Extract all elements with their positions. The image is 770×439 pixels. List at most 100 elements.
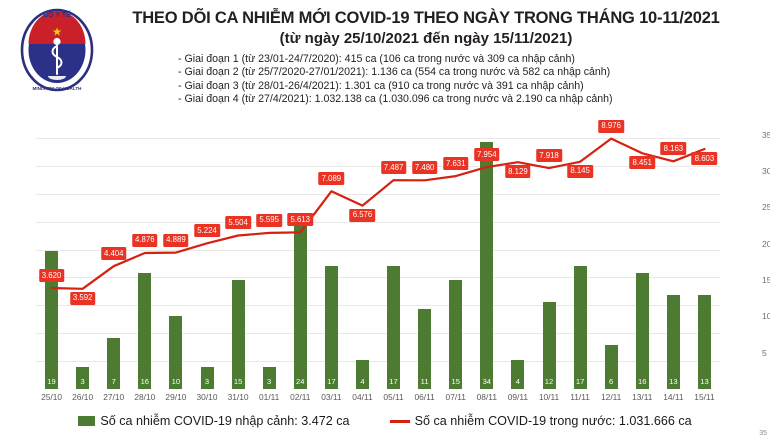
line-path bbox=[50, 137, 706, 290]
bar-value-label: 16 bbox=[140, 377, 150, 386]
bar[interactable]: 17 bbox=[387, 265, 401, 389]
line-value-label: 7.480 bbox=[411, 161, 438, 175]
slide-number: 35 bbox=[759, 430, 767, 437]
line-value-label: 4.404 bbox=[100, 247, 127, 261]
phase-line-4: - Giai đoạn 4 (từ 27/4/2021): 1.032.138 … bbox=[178, 93, 613, 106]
bar[interactable]: 3 bbox=[200, 367, 214, 389]
phase-summary-list: - Giai đoạn 1 (từ 23/01-24/7/2020): 415 … bbox=[178, 53, 756, 107]
phase-line-3: - Giai đoạn 3 (từ 28/01-26/4/2021): 1.30… bbox=[178, 79, 584, 92]
line-value-label: 3.592 bbox=[69, 291, 96, 305]
x-axis-tick: 13/11 bbox=[632, 392, 653, 402]
x-axis-tick: 03/11 bbox=[321, 392, 342, 402]
phase-line-1: - Giai đoạn 1 (từ 23/01-24/7/2020): 415 … bbox=[178, 53, 575, 65]
bar-value-label: 10 bbox=[171, 377, 181, 386]
line-value-label: 8.976 bbox=[598, 119, 624, 133]
bar[interactable]: 3 bbox=[262, 367, 276, 389]
bar[interactable]: 6 bbox=[604, 345, 618, 389]
gridline bbox=[36, 277, 720, 279]
bar[interactable]: 24 bbox=[293, 214, 307, 389]
line-value-label: 7.954 bbox=[474, 148, 500, 162]
bar-value-label: 24 bbox=[296, 377, 305, 386]
x-axis-tick: 25/10 bbox=[41, 392, 63, 402]
line-value-label: 8.129 bbox=[505, 165, 531, 179]
legend-item-imported: Số ca nhiễm COVID-19 nhập cảnh: 3.472 ca bbox=[78, 414, 350, 428]
bar[interactable]: 17 bbox=[324, 265, 338, 389]
line-value-label: 5.504 bbox=[225, 216, 251, 230]
y-axis-right-tick: 10 bbox=[762, 311, 770, 322]
bar-value-label: 13 bbox=[700, 377, 709, 386]
line-value-label: 7.089 bbox=[318, 172, 345, 186]
gridline bbox=[36, 333, 720, 335]
bar[interactable]: 34 bbox=[480, 142, 494, 389]
y-axis-right-tick: 5 bbox=[762, 347, 767, 358]
x-axis-tick: 02/11 bbox=[290, 392, 311, 402]
bar-value-label: 17 bbox=[327, 377, 336, 386]
bar[interactable]: 15 bbox=[449, 280, 463, 389]
bar-value-label: 17 bbox=[389, 377, 398, 386]
gridline bbox=[36, 137, 720, 139]
x-axis-tick: 05/11 bbox=[383, 392, 404, 402]
page-subtitle: (từ ngày 25/10/2021 đến ngày 15/11/2021) bbox=[279, 30, 573, 47]
bar-value-label: 19 bbox=[47, 377, 56, 386]
bar[interactable]: 12 bbox=[542, 301, 556, 389]
bar[interactable]: 16 bbox=[635, 272, 649, 389]
logo-text-top: BỘ Y TẾ bbox=[43, 9, 71, 19]
bar[interactable]: 4 bbox=[355, 359, 369, 389]
x-axis-tick: 01/11 bbox=[259, 392, 280, 402]
phase-line-2: - Giai đoạn 2 (từ 25/7/2020-27/01/2021):… bbox=[178, 66, 611, 79]
line-value-label: 8.451 bbox=[629, 156, 656, 170]
gridline bbox=[36, 165, 720, 167]
bar-value-label: 13 bbox=[669, 377, 678, 386]
legend-bar-label: Số ca nhiễm COVID-19 nhập cảnh: 3.472 ca bbox=[100, 414, 350, 428]
bar[interactable]: 13 bbox=[697, 294, 711, 389]
gridline bbox=[36, 305, 720, 307]
line-value-label: 4.876 bbox=[132, 233, 158, 247]
bar-value-label: 15 bbox=[233, 377, 243, 386]
bar[interactable]: 11 bbox=[418, 309, 432, 389]
y-axis-right-tick: 25 bbox=[762, 202, 770, 213]
gridline bbox=[36, 361, 720, 363]
legend-line-swatch-icon bbox=[389, 419, 410, 423]
title-block: THEO DÕI CA NHIỄM MỚI COVID-19 THEO NGÀY… bbox=[96, 8, 756, 49]
x-axis-tick: 09/11 bbox=[507, 392, 529, 402]
bar[interactable]: 13 bbox=[666, 294, 680, 389]
bar-value-label: 4 bbox=[515, 377, 521, 386]
bar[interactable]: 4 bbox=[511, 359, 525, 389]
line-value-label: 4.889 bbox=[163, 233, 189, 247]
bar-value-label: 11 bbox=[420, 377, 429, 386]
line-series bbox=[50, 137, 706, 290]
line-value-label: 7.487 bbox=[380, 161, 407, 175]
bar[interactable]: 10 bbox=[169, 316, 183, 389]
bar-value-label: 4 bbox=[360, 377, 365, 386]
line-value-label: 8.163 bbox=[660, 142, 687, 156]
bar[interactable]: 15 bbox=[231, 280, 245, 389]
x-axis-tick: 10/11 bbox=[538, 392, 560, 402]
x-axis-tick: 15/11 bbox=[694, 392, 715, 402]
line-value-label: 7.631 bbox=[442, 157, 469, 171]
line-value-label: 5.595 bbox=[256, 213, 282, 227]
line-value-label: 8.603 bbox=[691, 152, 718, 166]
x-axis-tick: 07/11 bbox=[445, 392, 466, 402]
legend-bar-swatch-icon bbox=[78, 416, 96, 426]
logo-text-bottom: MINISTRY OF HEALTH bbox=[33, 86, 83, 91]
bar[interactable]: 17 bbox=[573, 265, 587, 389]
line-value-label: 5.613 bbox=[287, 213, 314, 227]
bar-value-label: 6 bbox=[609, 377, 614, 386]
bar-value-label: 7 bbox=[111, 377, 116, 386]
bar[interactable]: 19 bbox=[45, 251, 59, 389]
bar-value-label: 3 bbox=[267, 377, 272, 386]
line-value-label: 7.918 bbox=[536, 149, 562, 163]
line-value-label: 5.224 bbox=[194, 224, 220, 238]
bar[interactable]: 3 bbox=[76, 367, 90, 389]
x-axis-tick: 12/11 bbox=[601, 392, 622, 402]
bar[interactable]: 7 bbox=[107, 338, 121, 389]
x-axis-tick: 26/10 bbox=[72, 392, 94, 402]
y-axis-right-tick: 20 bbox=[762, 238, 770, 249]
x-axis-tick: 08/11 bbox=[476, 392, 497, 402]
bar-value-label: 3 bbox=[80, 377, 85, 386]
x-axis-tick: 27/10 bbox=[103, 392, 125, 402]
y-axis-right-tick: 35 bbox=[762, 129, 770, 140]
bar[interactable]: 16 bbox=[138, 272, 152, 389]
legend-item-domestic: Số ca nhiễm COVID-19 trong nước: 1.031.6… bbox=[389, 414, 692, 428]
ministry-of-health-vietnam-logo: BỘ Y TẾ MINISTRY OF HEALTH bbox=[18, 6, 96, 94]
